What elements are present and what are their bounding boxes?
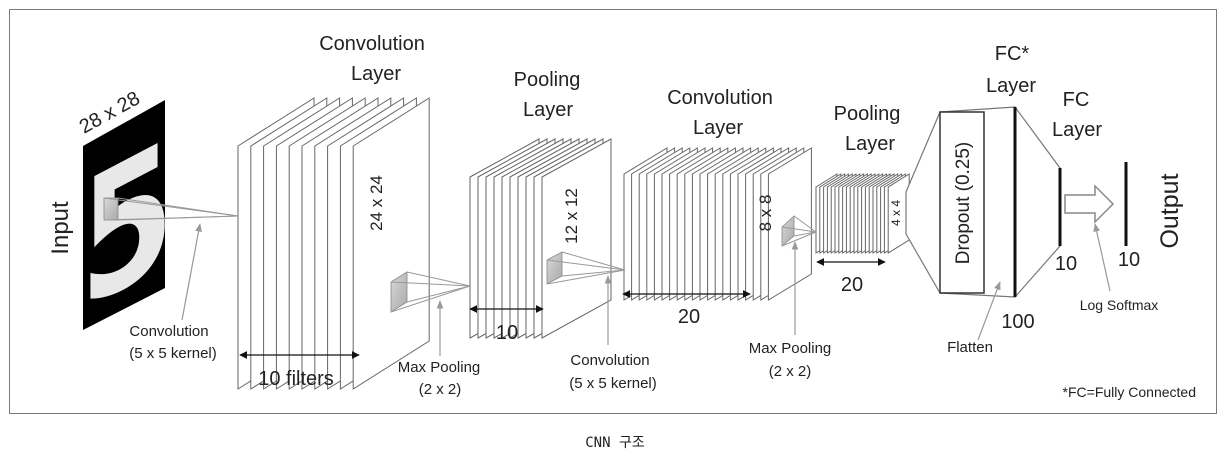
output-count: 10 [1118,249,1140,271]
figure-caption: CNN 구조 [585,435,645,451]
pool1-count: 10 [496,322,518,344]
conv1-count: 10 filters [258,368,334,390]
feature-map-sheet [352,97,430,390]
annotation-pointers [181,223,1111,356]
conv1-size-label: 24 x 24 [367,175,386,231]
pool2-note-line2: (2 x 2) [769,363,812,380]
pool1-note-line2: (2 x 2) [419,381,462,398]
fc2-count: 10 [1055,253,1077,275]
pool2-size-label: 4 x 4 [889,200,903,226]
pool1-feature-map-stack [469,138,612,339]
dropout-label: Dropout (0.25) [953,142,974,265]
dimension-arrows [239,258,886,359]
fc2-title-line2: Layer [1052,119,1102,141]
pool2-note-line1: Max Pooling [749,340,832,357]
pool1-title-line2: Layer [523,99,573,121]
cnn-architecture-diagram: 5 28 x 28 Input Convolution Layer 24 x 2… [47,33,1196,400]
conv1-note-line1: Convolution [129,323,208,340]
log-softmax-note: Log Softmax [1080,297,1159,313]
pool1-title-line1: Pooling [514,69,581,91]
fc1-title-line1: FC* [995,43,1030,65]
diagram-frame: 5 28 x 28 Input Convolution Layer 24 x 2… [9,9,1217,414]
footnote: *FC=Fully Connected [1063,384,1196,400]
conv1-title-line1: Convolution [319,33,425,55]
pool2-title-line2: Layer [845,133,895,155]
fc1-count: 100 [1001,311,1034,333]
conv1-title-line2: Layer [351,63,401,85]
pool1-size-label: 12 x 12 [562,188,581,244]
fc-dense-block [905,106,1128,298]
conv1-note-line2: (5 x 5 kernel) [129,345,217,362]
fc1-title-line2: Layer [986,75,1036,97]
input-kernel-patch [103,197,119,221]
input-digit: 5 [80,99,174,351]
dropout-box [939,111,985,294]
pool2-title-line1: Pooling [834,103,901,125]
conv2-size-label: 8 x 8 [756,195,775,232]
fc2-title-line1: FC [1063,89,1090,111]
pool2-feature-map-stack [815,173,910,254]
output-label: Output [1156,173,1184,248]
conv2-count: 20 [678,306,700,328]
conv1-feature-map-stack [237,97,430,390]
feature-map-sheet [541,138,612,339]
input-image: 5 [80,99,174,351]
pool1-note-line1: Max Pooling [398,359,481,376]
pool2-count: 20 [841,274,863,296]
softmax-arrow-icon [1064,184,1115,224]
conv2-note-line1: Convolution [570,352,649,369]
conv2-feature-map-stack [623,147,812,301]
flatten-note: Flatten [947,339,993,356]
conv2-title-line1: Convolution [667,87,773,109]
input-label: Input [47,201,74,255]
projection-lines [103,197,817,313]
conv2-title-line2: Layer [693,117,743,139]
conv2-note-line2: (5 x 5 kernel) [569,375,657,392]
